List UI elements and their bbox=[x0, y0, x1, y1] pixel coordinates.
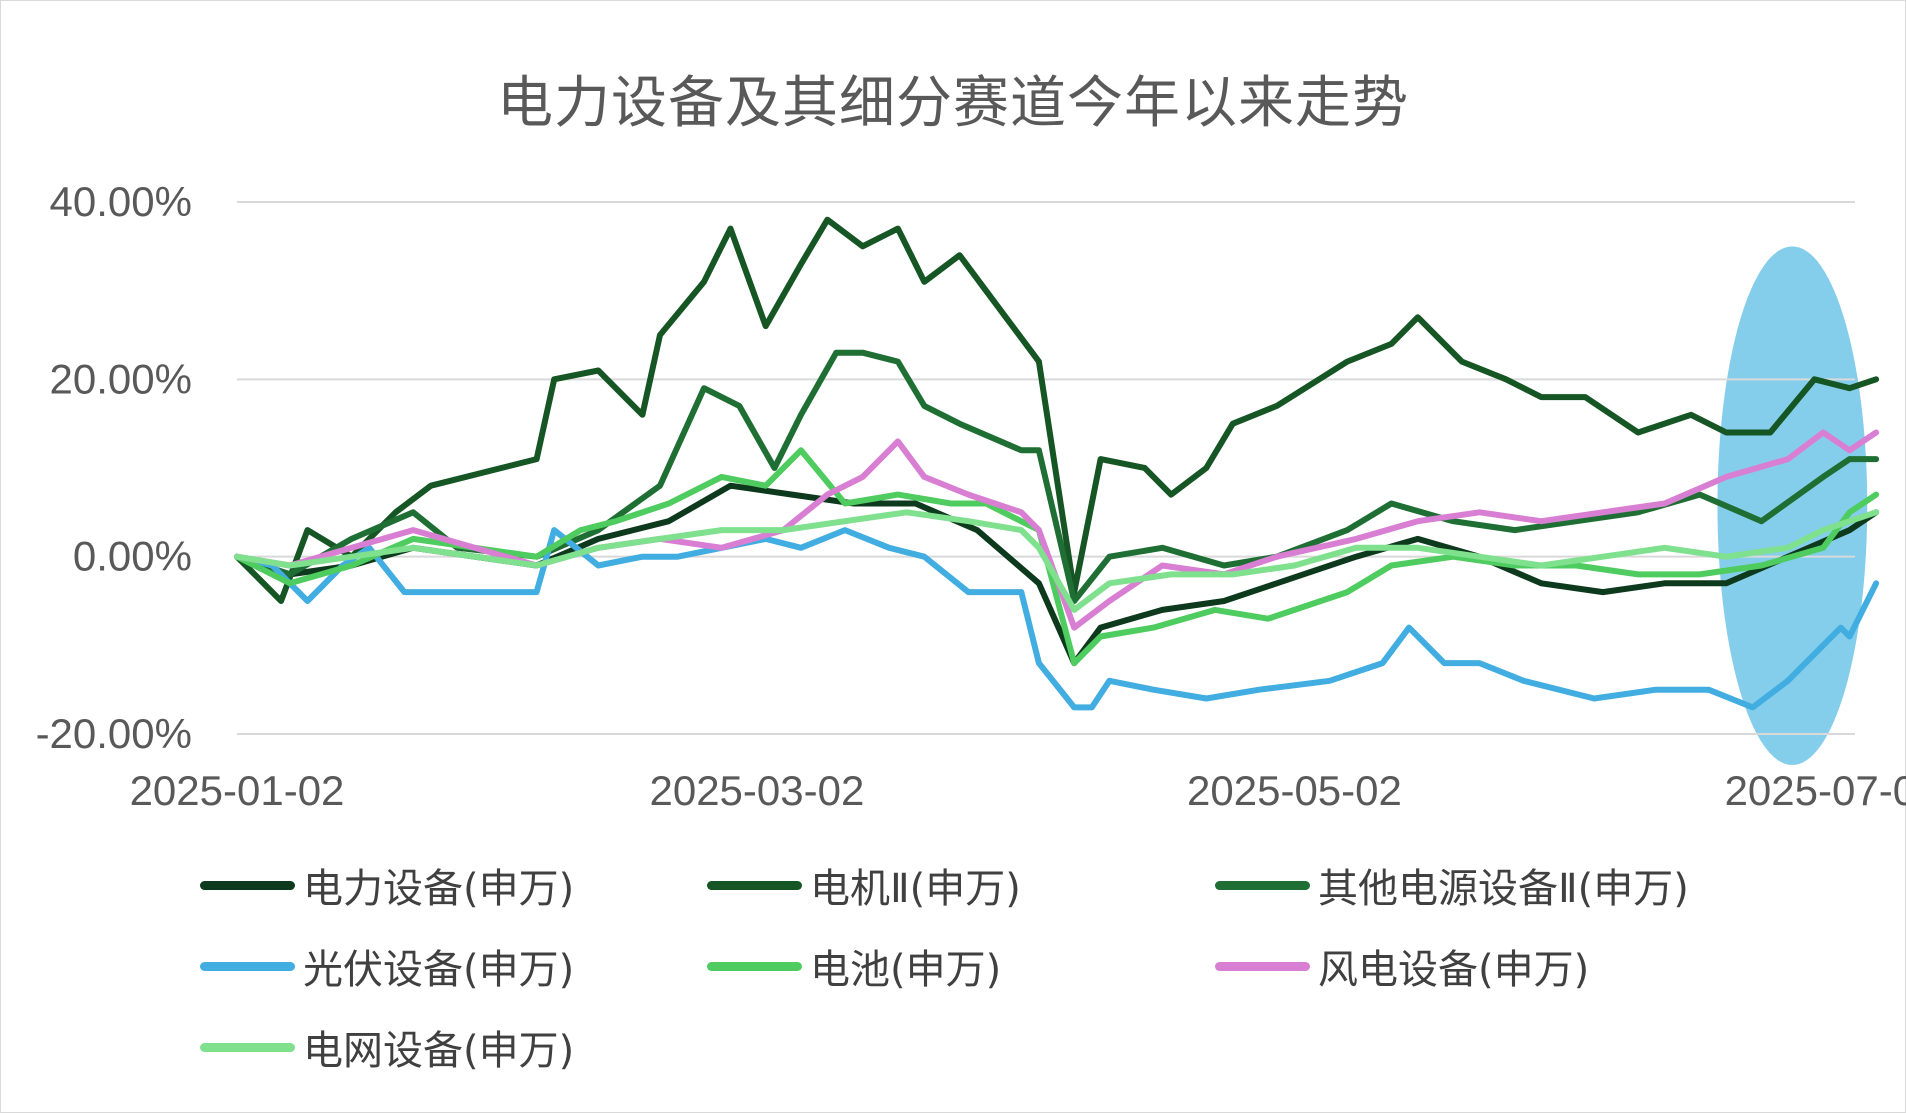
x-tick-label: 2025-03-02 bbox=[649, 767, 864, 814]
legend-item: 风电设备(申万) bbox=[1215, 936, 1589, 996]
chart-title: 电力设备及其细分赛道今年以来走势 bbox=[497, 71, 1409, 136]
x-tick-label: 2025-05-02 bbox=[1187, 767, 1402, 814]
legend-item: 电网设备(申万) bbox=[200, 1017, 574, 1077]
x-axis-ticks: 2025-01-02 2025-03-02 2025-05-02 2025-07-02 bbox=[130, 767, 1906, 814]
legend-item: 电机Ⅱ(申万) bbox=[707, 855, 1021, 915]
legend-label: 光伏设备(申万) bbox=[303, 947, 575, 993]
legend-swatch bbox=[200, 880, 295, 890]
series-line-4 bbox=[234, 527, 1880, 711]
legend-label: 电机Ⅱ(申万) bbox=[810, 866, 1021, 912]
y-tick-label: 20.00% bbox=[50, 355, 192, 402]
series-layer bbox=[234, 216, 1880, 711]
y-tick-label: 40.00% bbox=[50, 178, 192, 225]
legend-label: 电池(申万) bbox=[810, 947, 1002, 993]
legend-swatch bbox=[707, 961, 802, 971]
legend-label: 电网设备(申万) bbox=[303, 1028, 575, 1074]
legend-swatch bbox=[200, 1042, 295, 1052]
x-tick-label: 2025-01-02 bbox=[130, 767, 345, 814]
series-line-7 bbox=[234, 509, 1880, 613]
y-tick-label: 0.00% bbox=[73, 533, 192, 580]
legend-swatch bbox=[200, 961, 295, 971]
legend-item: 光伏设备(申万) bbox=[200, 936, 574, 996]
y-tick-label: -20.00% bbox=[36, 710, 192, 757]
legend-item: 其他电源设备Ⅱ(申万) bbox=[1215, 855, 1689, 915]
y-axis-ticks: 40.00% 20.00% 0.00% -20.00% bbox=[36, 178, 192, 757]
legend-swatch bbox=[1215, 961, 1310, 971]
legend-swatch bbox=[1215, 880, 1310, 890]
chart-legend: 电力设备(申万) 电机Ⅱ(申万) 其他电源设备Ⅱ(申万) 光伏设备(申万) 电池(申万)… bbox=[200, 855, 1850, 1095]
legend-item: 电力设备(申万) bbox=[200, 855, 574, 915]
highlight-layer bbox=[1717, 246, 1868, 766]
legend-label: 风电设备(申万) bbox=[1318, 947, 1590, 993]
series-line-5 bbox=[234, 447, 1880, 667]
series-line-2 bbox=[234, 216, 1880, 604]
x-tick-label: 2025-07-02 bbox=[1725, 767, 1906, 814]
legend-label: 其他电源设备Ⅱ(申万) bbox=[1318, 866, 1689, 912]
series-line-1 bbox=[234, 482, 1880, 667]
series-line-3 bbox=[234, 349, 1880, 604]
legend-swatch bbox=[707, 880, 802, 890]
highlight-ellipse bbox=[1717, 246, 1868, 766]
legend-label: 电力设备(申万) bbox=[303, 866, 575, 912]
legend-item: 电池(申万) bbox=[707, 936, 1001, 996]
